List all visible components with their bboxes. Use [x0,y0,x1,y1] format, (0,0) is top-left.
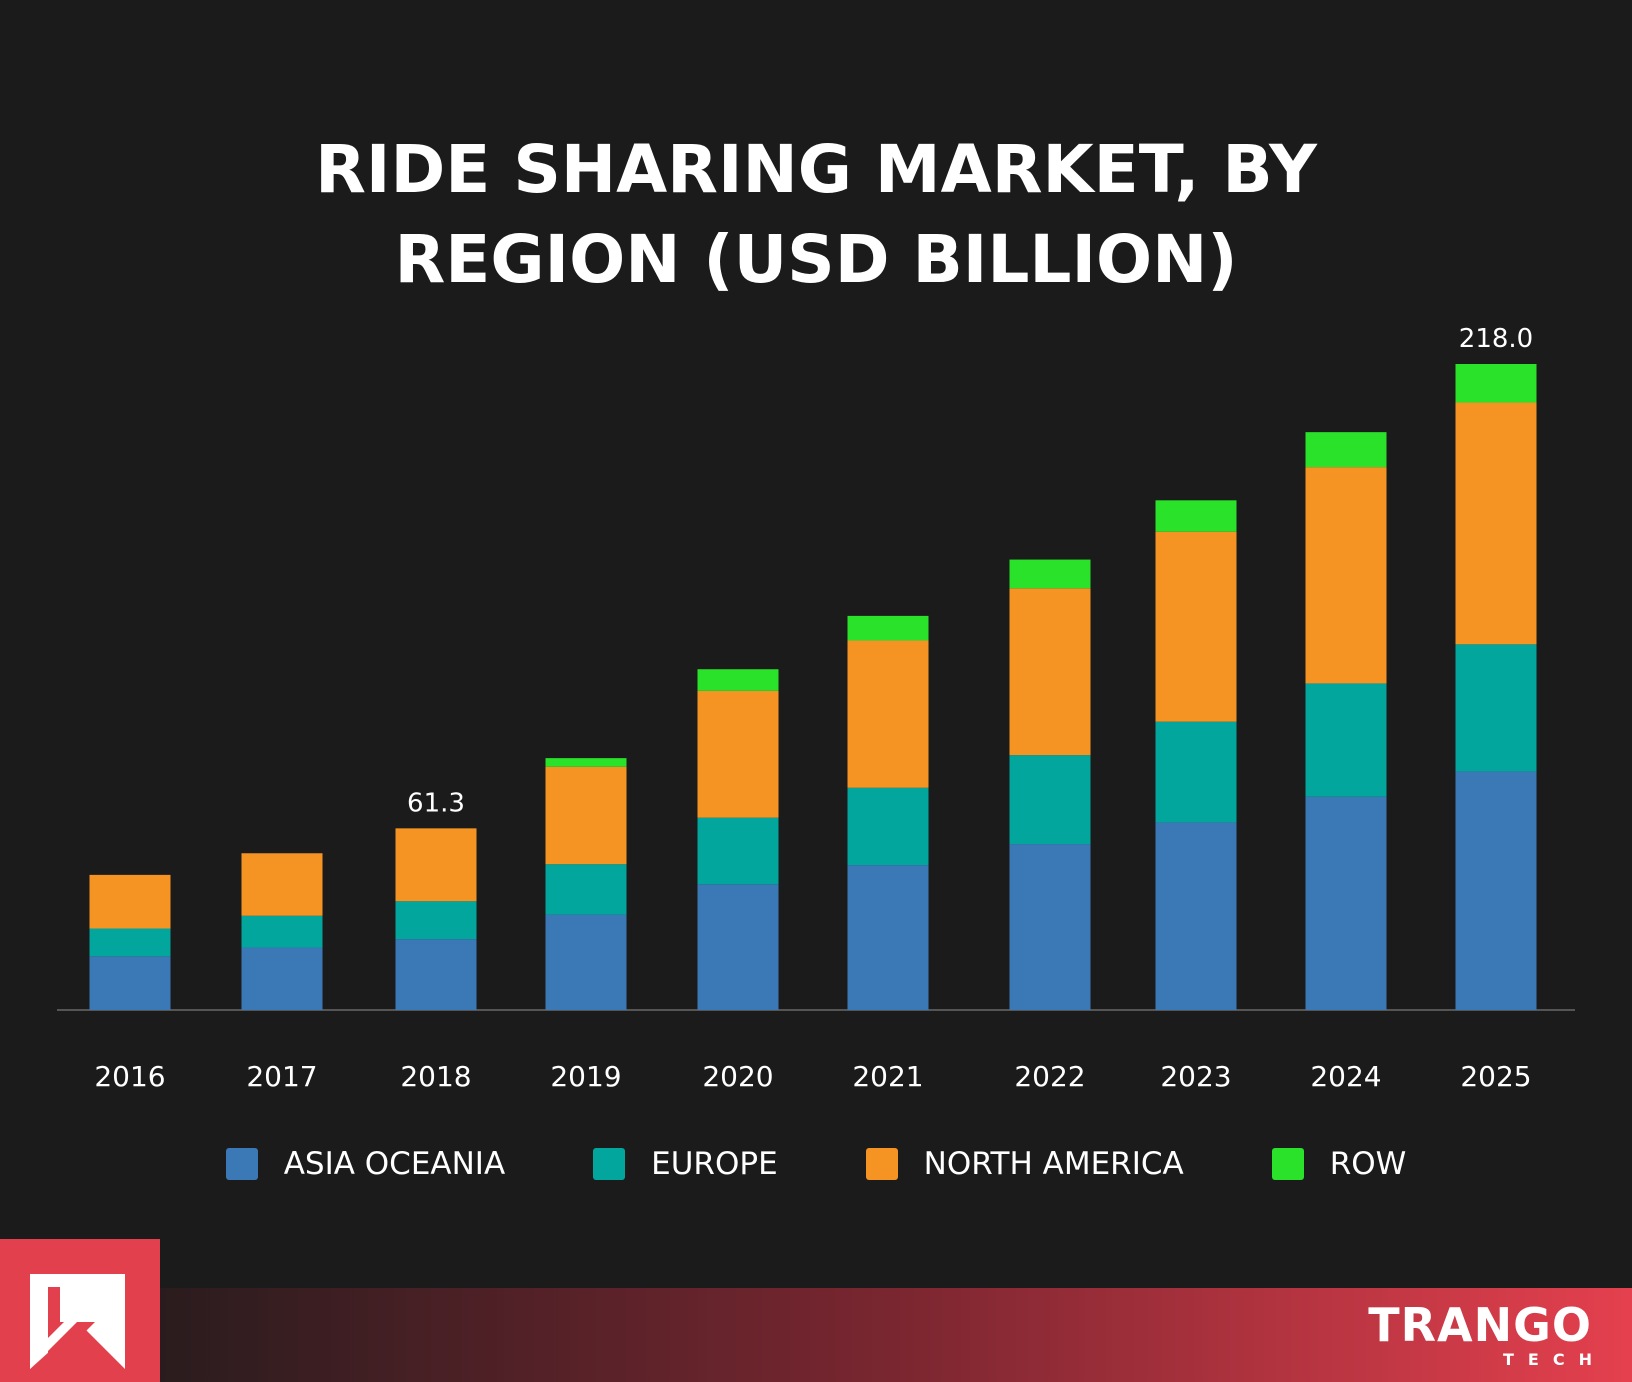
legend-swatch [865,1148,898,1180]
x-tick-label: 2024 [1310,1060,1381,1093]
bar-europe-2017 [241,915,323,948]
x-tick-label: 2018 [400,1060,471,1093]
bar-europe-2016 [89,928,171,957]
bar-north-america-2024 [1305,467,1387,684]
legend-item: EUROPE [593,1146,778,1182]
bar-row-2019 [545,758,627,767]
bar-europe-2024 [1305,683,1387,797]
x-tick-label: 2023 [1160,1060,1231,1093]
x-tick-label: 2025 [1460,1060,1531,1093]
legend-swatch [593,1148,626,1180]
bar-north-america-2016 [89,874,171,929]
legend-label: ROW [1329,1146,1407,1182]
bar-asia-oceania-2019 [545,914,627,1010]
title-line-1: RIDE SHARING MARKET, BY [315,131,1317,208]
bar-asia-oceania-2021 [847,865,929,1010]
bar-asia-oceania-2022 [1009,844,1091,1010]
data-label: 218.0 [1459,324,1533,354]
bar-europe-2020 [697,817,779,885]
logo-mark [0,1239,160,1382]
footer-band [160,1288,1632,1382]
bar-north-america-2022 [1009,588,1091,756]
bar-asia-oceania-2018 [395,939,477,1010]
data-label: 61.3 [407,788,465,818]
bar-europe-2022 [1009,755,1091,845]
bar-asia-oceania-2023 [1155,822,1237,1010]
bar-europe-2023 [1155,721,1237,823]
brand-name: TRANGO [1368,1298,1592,1352]
bar-row-2025 [1455,364,1537,403]
legend-label: ASIA OCEANIA [283,1146,506,1182]
legend-swatch [1271,1148,1304,1180]
bar-north-america-2017 [241,853,323,916]
x-tick-label: 2016 [94,1060,165,1093]
bar-row-2023 [1155,500,1237,532]
title-line-2: REGION (USD BILLION) [394,221,1238,298]
bar-north-america-2025 [1455,402,1537,645]
bar-north-america-2020 [697,690,779,818]
bar-europe-2021 [847,787,929,866]
bar-row-2024 [1305,432,1387,468]
legend-item: NORTH AMERICA [865,1146,1184,1182]
bar-asia-oceania-2024 [1305,796,1387,1010]
bar-asia-oceania-2017 [241,947,323,1010]
legend-swatch [225,1148,258,1180]
bar-asia-oceania-2020 [697,884,779,1010]
legend-item: ROW [1271,1146,1407,1182]
bar-asia-oceania-2016 [89,956,171,1010]
x-tick-label: 2017 [246,1060,317,1093]
chart-title: RIDE SHARING MARKET, BY REGION (USD BILL… [0,125,1632,305]
bar-north-america-2018 [395,828,477,902]
x-tick-label: 2021 [852,1060,923,1093]
stacked-bar-chart: 2016 2017 2018 61.3 2019 2020 2021 2022 2023 2024… [57,324,1575,1093]
bar-north-america-2021 [847,640,929,788]
bar-row-2020 [697,669,779,691]
bar-asia-oceania-2025 [1455,771,1537,1010]
brand-sub: TECH [1503,1350,1606,1369]
bar-north-america-2019 [545,766,627,865]
bar-europe-2025 [1455,644,1537,772]
legend-label: EUROPE [651,1146,778,1182]
brand-logo: TRANGO TECH [1368,1300,1592,1370]
bar-europe-2018 [395,901,477,940]
x-tick-label: 2022 [1014,1060,1085,1093]
bar-row-2022 [1009,559,1091,589]
legend-item: ASIA OCEANIA [225,1146,506,1182]
x-tick-label: 2019 [550,1060,621,1093]
bar-row-2021 [847,615,929,641]
legend-label: NORTH AMERICA [923,1146,1184,1182]
x-tick-label: 2020 [702,1060,773,1093]
bar-europe-2019 [545,864,627,915]
bar-north-america-2023 [1155,531,1237,722]
legend: ASIA OCEANIA EUROPE NORTH AMERICA ROW [0,1146,1632,1182]
arrow-logo-icon [30,1274,125,1369]
